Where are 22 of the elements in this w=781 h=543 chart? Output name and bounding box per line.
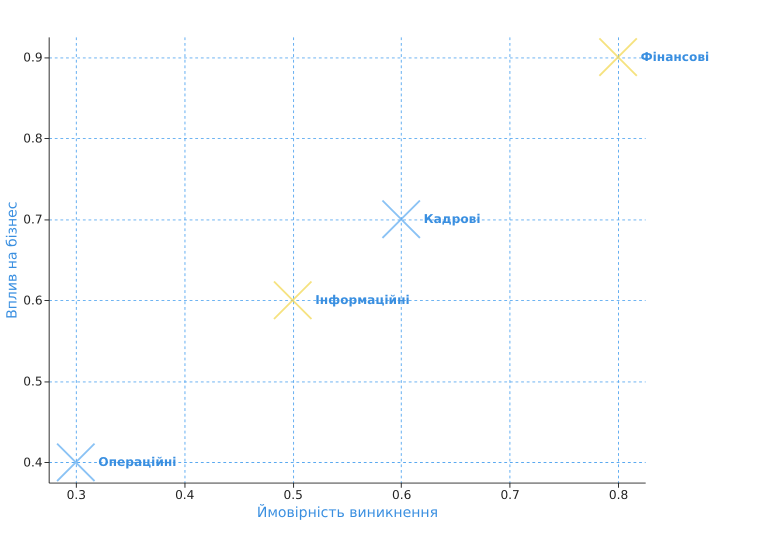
x-axis-title: Ймовірність виникнення (256, 502, 438, 521)
point (273, 280, 312, 320)
annotation: Кадрові (424, 212, 481, 226)
y-tick-label: 0.5 (23, 374, 43, 389)
point (598, 37, 638, 77)
x-tick-label: 0.3 (66, 488, 86, 502)
annotation: Фінансові (640, 50, 710, 64)
x-tick-label: 0.4 (175, 488, 195, 502)
x-tick-label: 0.7 (500, 488, 520, 502)
annotation: Операційні (98, 455, 176, 470)
point (56, 442, 96, 482)
x-tick-label: 0.8 (608, 488, 628, 502)
x-tick-label: 0.6 (392, 488, 412, 502)
y-tick-label: 0.7 (23, 212, 43, 226)
y-tick-label: 0.4 (23, 456, 43, 470)
point (382, 200, 421, 239)
y-tick-label: 0.8 (23, 131, 43, 146)
x-tick-label: 0.5 (284, 488, 303, 502)
y-tick-label: 0.6 (23, 293, 43, 308)
y-axis-title: Вплив на бізнес (4, 202, 21, 319)
y-tick-label: 0.9 (23, 50, 43, 64)
annotation: Інформаційні (315, 293, 410, 307)
